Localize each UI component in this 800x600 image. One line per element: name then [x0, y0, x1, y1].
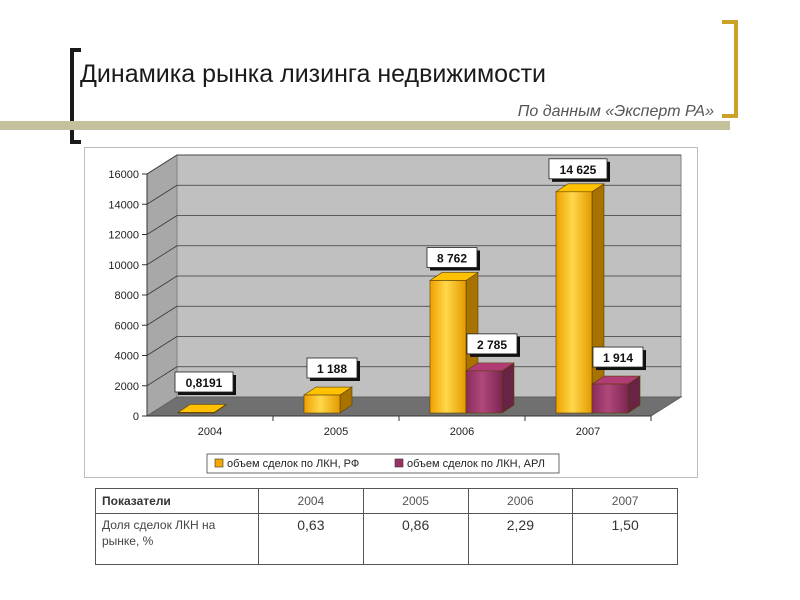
data-label: 1 914: [603, 351, 633, 365]
y-tick-label: 2000: [115, 381, 139, 393]
chart-gridline-side: [146, 336, 178, 356]
table-year-2006: 2006: [467, 488, 574, 514]
x-tick-label: 2007: [576, 426, 600, 438]
bar-rf-2005: [303, 394, 341, 414]
data-label-box: [426, 247, 478, 268]
data-label: 0,8191: [186, 376, 223, 390]
legend-label-rf: объем сделок по ЛКН, РФ: [227, 458, 359, 470]
data-label-box: [548, 158, 608, 180]
bar-arl-2007: [591, 383, 629, 414]
data-label-box: [174, 371, 234, 393]
table-row: Доля сделок ЛКН на рынке, % 0,63 0,86 2,…: [95, 513, 678, 565]
chart-frame: 0 2000 4000 6000 8000 10000 12000 14000 16000 200…: [84, 147, 698, 478]
bar-rf-2004: [177, 412, 215, 414]
x-tick-label: 2004: [198, 426, 222, 438]
y-tick-label: 12000: [108, 230, 139, 242]
y-tick-label: 6000: [115, 320, 139, 332]
table-header-label: Показатели: [95, 488, 259, 514]
bar-arl-2006-side: [501, 362, 515, 414]
table-year-2005: 2005: [362, 488, 469, 514]
table-cell-2006: 2,29: [467, 513, 574, 565]
x-tick-label: 2005: [324, 426, 348, 438]
bar-rf-2007: [555, 191, 593, 414]
data-table: Показатели 2004 2005 2006 2007 Доля сдел…: [95, 488, 678, 565]
table-cell-2005: 0,86: [362, 513, 469, 565]
title-rule: [0, 121, 730, 130]
table-year-2007: 2007: [572, 488, 678, 514]
table-cell-2004: 0,63: [258, 513, 364, 565]
legend-swatch-rf: [214, 458, 224, 468]
bar-arl-2006: [465, 370, 503, 414]
chart-gridline-side: [146, 305, 178, 326]
table-header-row: Показатели 2004 2005 2006 2007: [95, 488, 678, 514]
chart-gridline-side: [146, 184, 178, 205]
data-label-box: [592, 346, 644, 368]
chart-gridline-side: [146, 366, 178, 387]
table-cell-2007: 1,50: [572, 513, 678, 565]
legend-label-arl: объем сделок по ЛКН, АРЛ: [407, 458, 545, 470]
chart-gridline-side: [146, 215, 178, 235]
right-bracket-decoration: [722, 20, 738, 118]
y-tick-label: 8000: [115, 290, 139, 302]
chart-gridline-side: [146, 154, 178, 175]
data-label: 14 625: [560, 163, 597, 177]
bar-rf-2006: [429, 280, 467, 414]
data-label: 2 785: [477, 338, 507, 352]
data-label: 8 762: [437, 251, 467, 265]
table-row-label: Доля сделок ЛКН на рынке, %: [95, 513, 259, 565]
y-tick-label: 0: [133, 411, 139, 423]
y-tick-label: 16000: [108, 169, 139, 181]
x-tick-label: 2006: [450, 426, 474, 438]
data-label: 1 188: [317, 362, 347, 376]
y-tick-label: 10000: [108, 260, 139, 272]
slide-subtitle: По данным «Эксперт РА»: [517, 103, 714, 120]
data-label-box: [306, 357, 358, 379]
y-tick-label: 14000: [108, 199, 139, 211]
table-year-2004: 2004: [258, 488, 364, 514]
slide-title: Динамика рынка лизинга недвижимости: [80, 60, 547, 88]
chart-legend: [206, 453, 560, 474]
bar-chart: 0 2000 4000 6000 8000 10000 12000 14000 16000 200…: [108, 154, 683, 474]
legend-swatch-arl: [394, 458, 404, 468]
left-bracket-decoration: [70, 48, 81, 144]
chart-gridline-side: [146, 245, 178, 266]
y-tick-label: 4000: [115, 351, 139, 363]
chart-gridline-side: [146, 275, 178, 296]
data-label-box: [466, 333, 518, 355]
